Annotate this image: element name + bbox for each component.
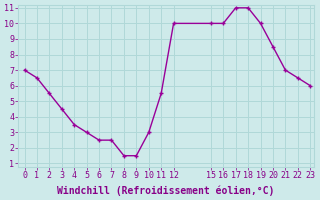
X-axis label: Windchill (Refroidissement éolien,°C): Windchill (Refroidissement éolien,°C) [58, 185, 275, 196]
